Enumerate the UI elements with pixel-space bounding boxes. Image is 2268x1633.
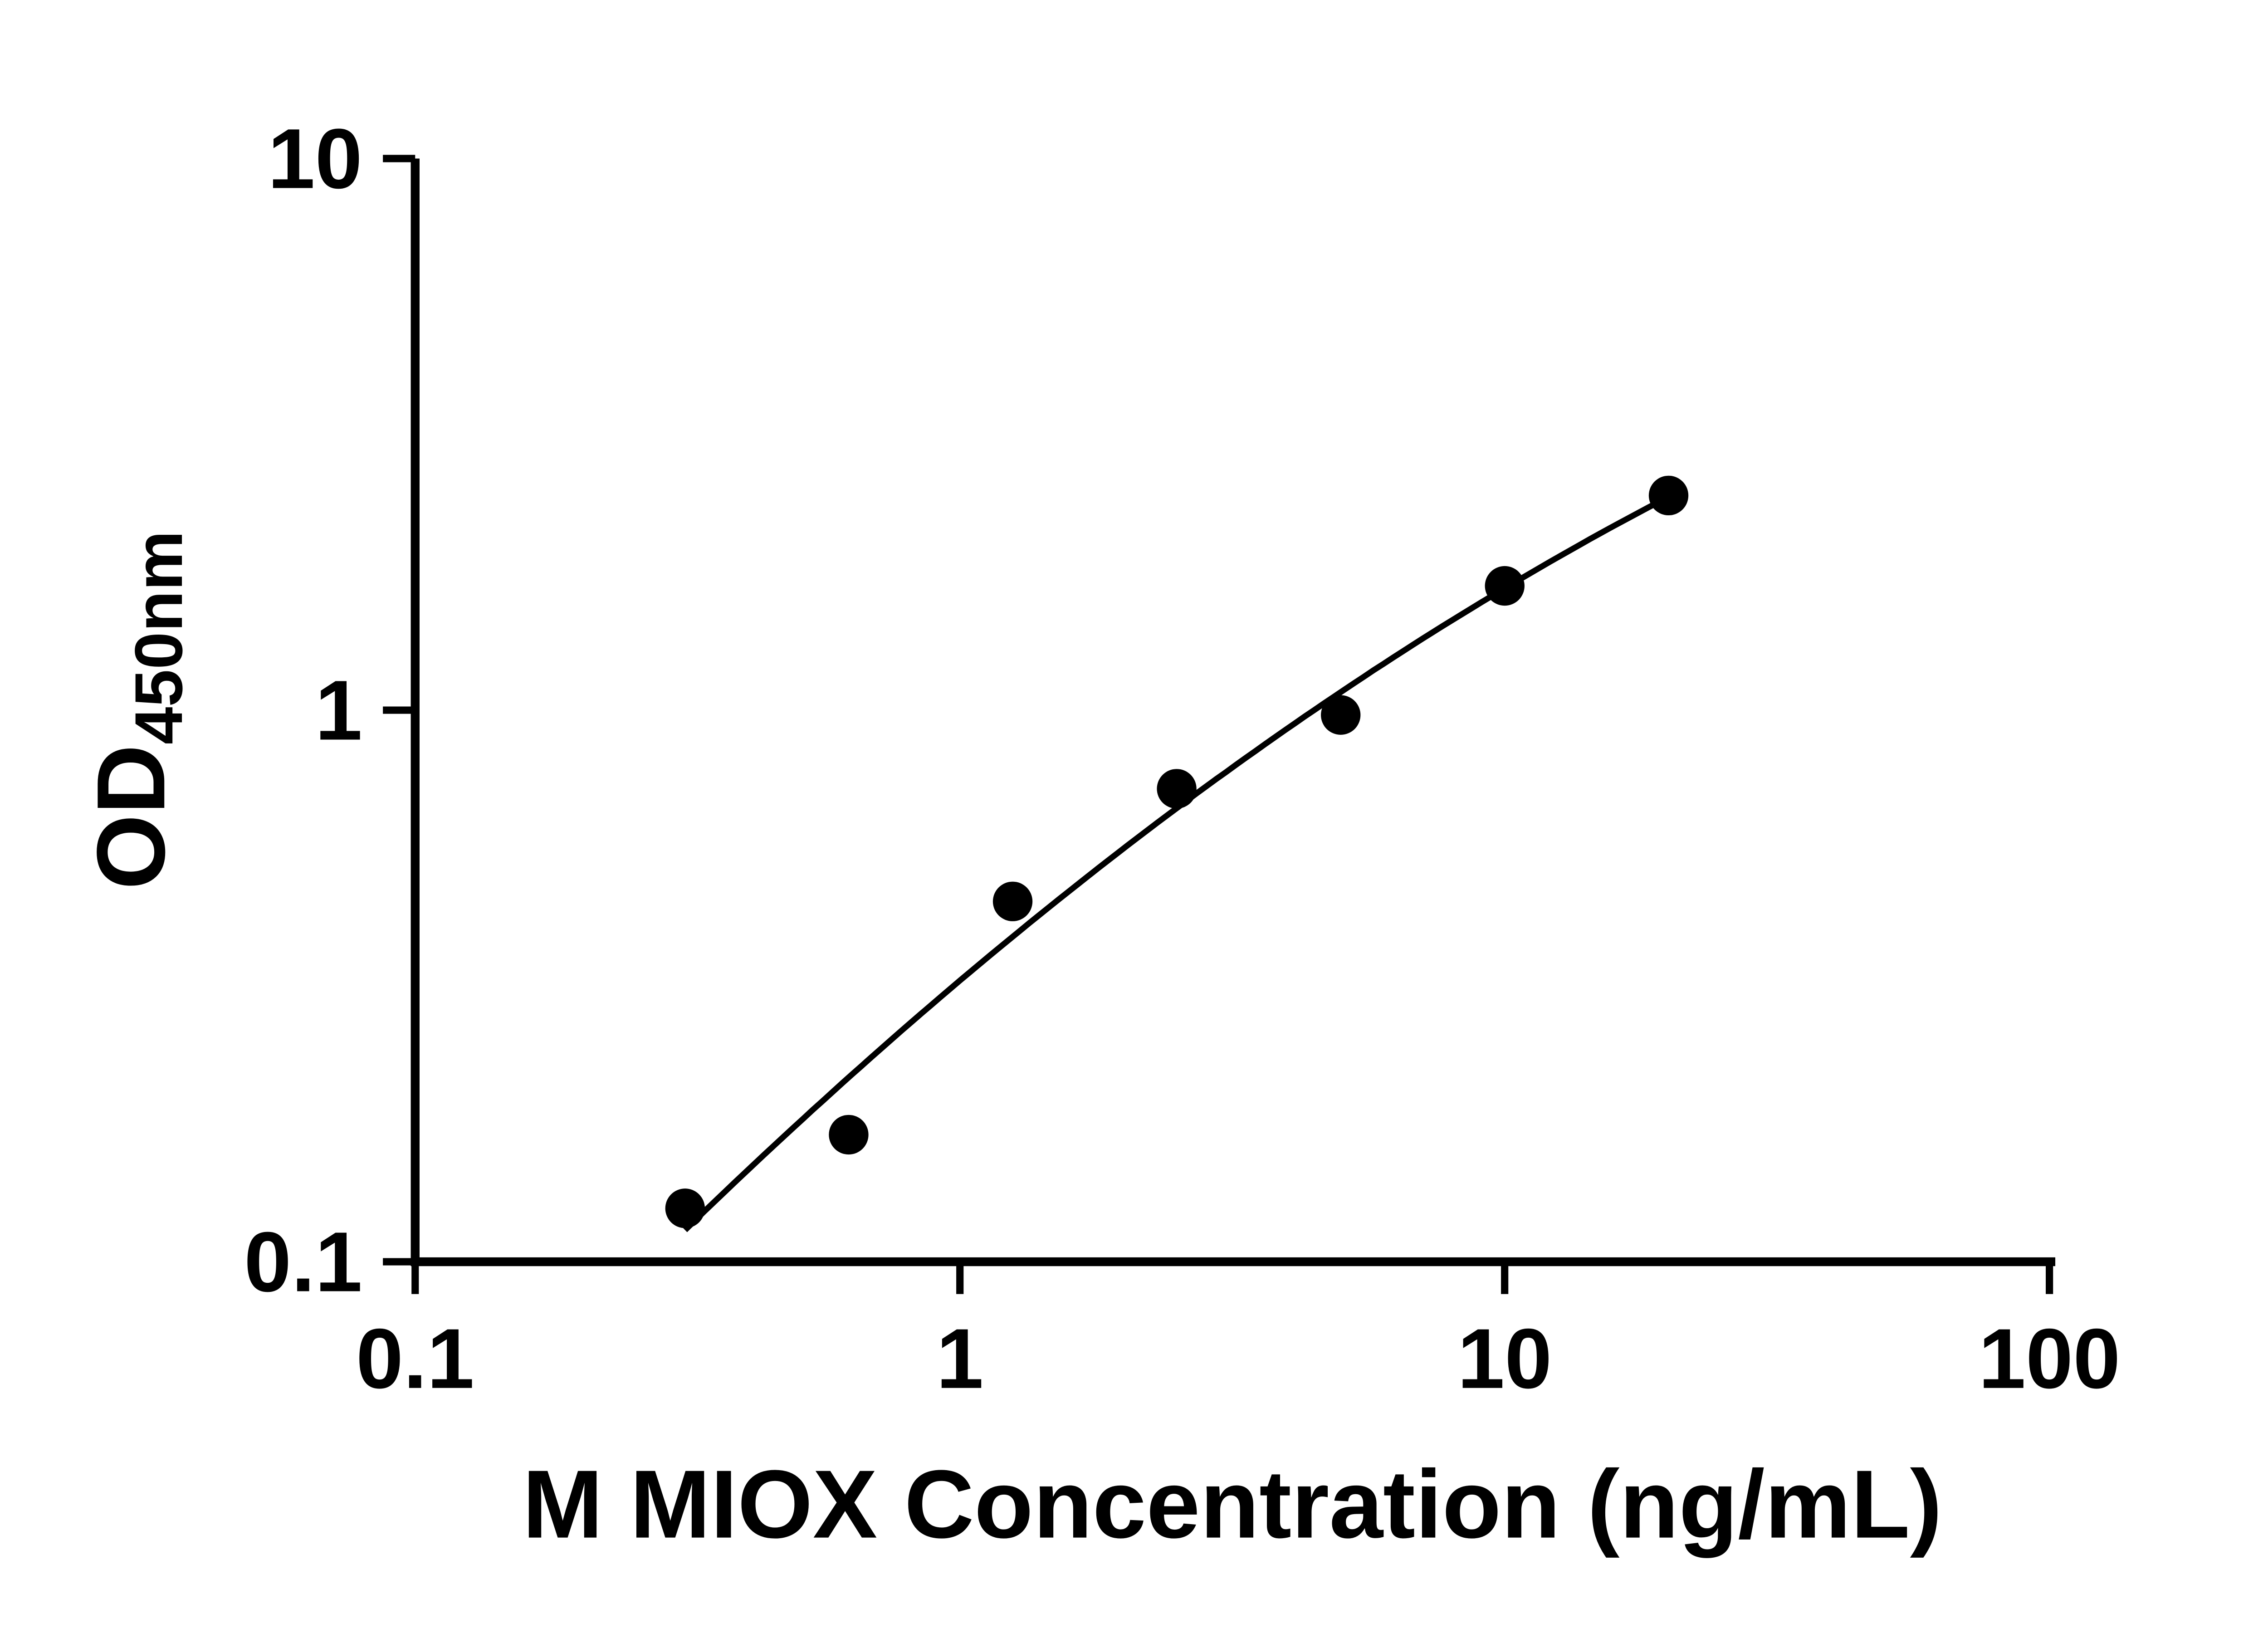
fit-curve (683, 494, 1670, 1232)
x-axis-tick-label: 10 (1457, 1311, 1552, 1406)
y-axis-tick-label: 0.1 (244, 1214, 362, 1310)
data-point (665, 1188, 705, 1228)
y-axis-title: OD450nm (77, 531, 196, 890)
data-point (1157, 769, 1197, 809)
y-axis-tick-label: 1 (315, 663, 362, 758)
y-axis-tick-label: 10 (268, 111, 362, 206)
x-axis-tick-label: 1 (936, 1311, 983, 1406)
x-axis-tick-label: 100 (1979, 1311, 2121, 1406)
data-point (1485, 566, 1525, 606)
data-point (829, 1115, 869, 1155)
data-point (1321, 695, 1361, 735)
x-axis-tick-label: 0.1 (356, 1311, 474, 1406)
data-point (1648, 475, 1689, 516)
data-point (992, 881, 1033, 921)
axes-spine (411, 158, 2056, 1266)
x-axis-title: M MIOX Concentration (ng/mL) (523, 1451, 1942, 1559)
